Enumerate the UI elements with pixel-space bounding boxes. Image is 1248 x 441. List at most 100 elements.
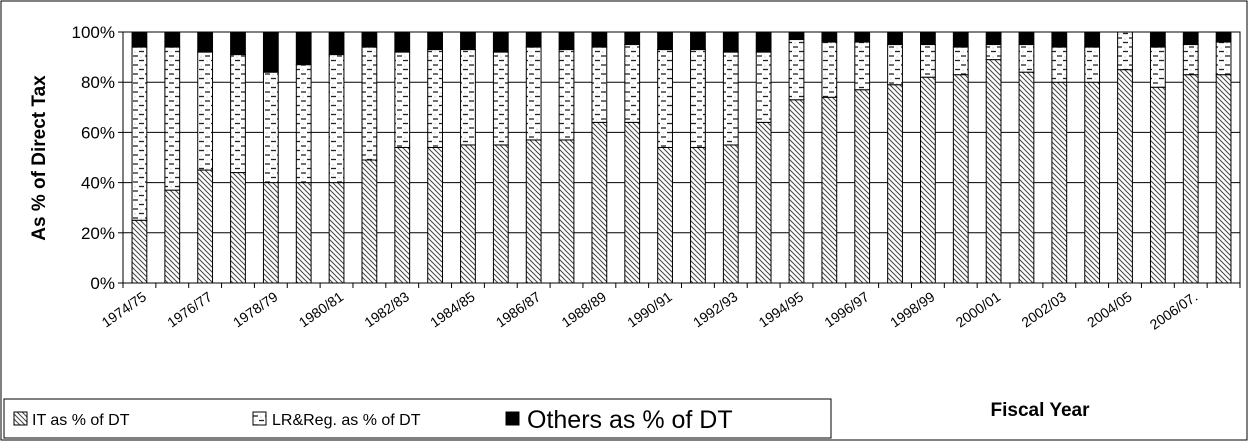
- bar-segment-it: [624, 121, 641, 284]
- bar-segment-others: [427, 31, 443, 51]
- bar-segment-it: [591, 121, 608, 284]
- bar-segment-it: [690, 146, 706, 284]
- y-tick-label: 0%: [90, 274, 115, 293]
- bar-segment-it: [558, 139, 575, 284]
- legend: IT as % of DT LR&Reg. as % of DT Others …: [3, 398, 832, 439]
- y-axis-ticks: 0% 20% 40% 60% 80% 100%: [72, 23, 123, 293]
- bar-segment-lr-reg: [1182, 44, 1199, 76]
- bar-segment-lr-reg: [1051, 46, 1068, 83]
- bar-segment-it: [1117, 69, 1133, 284]
- bar-segment-lr-reg: [427, 49, 443, 148]
- bar-segment-it: [230, 172, 246, 284]
- bar-segment-it: [788, 99, 805, 284]
- bar-segment-lr-reg: [361, 46, 378, 161]
- bar-segment-others: [722, 31, 739, 53]
- bar-segment-others: [690, 31, 706, 51]
- bar-segment-it: [394, 146, 411, 284]
- bar-segment-others: [952, 31, 969, 48]
- y-axis-title: As % of Direct Tax: [29, 75, 50, 241]
- bar-segment-it: [525, 139, 542, 284]
- bar-segment-others: [328, 31, 345, 56]
- bar-segment-others: [197, 31, 214, 53]
- bar-segment-it: [722, 144, 739, 284]
- bar-segment-it: [887, 84, 903, 284]
- bar-segment-it: [755, 121, 772, 284]
- bar-segment-others: [788, 31, 805, 41]
- bar-segment-lr-reg: [755, 51, 772, 123]
- x-axis-title: Fiscal Year: [991, 400, 1091, 421]
- bar-segment-others: [1182, 31, 1199, 46]
- bar-segment-lr-reg: [394, 51, 411, 148]
- bar-segment-it: [427, 146, 443, 284]
- bar-segment-lr-reg: [657, 49, 673, 148]
- bar-segment-lr-reg: [690, 49, 706, 148]
- bar-segment-lr-reg: [525, 46, 542, 141]
- bar-segment-it: [985, 59, 1002, 284]
- bar-segment-others: [1018, 31, 1035, 46]
- bar-segment-others: [230, 31, 246, 56]
- bar-segment-lr-reg: [1018, 44, 1035, 73]
- legend-label-it: IT as % of DT: [32, 412, 130, 429]
- bar-segment-others: [164, 31, 181, 48]
- bar-segment-lr-reg: [1149, 46, 1166, 88]
- bar-segment-others: [1051, 31, 1068, 48]
- bar-segment-lr-reg: [262, 71, 279, 184]
- bar-segment-others: [1084, 31, 1101, 48]
- bar-segment-it: [295, 182, 312, 284]
- bar-segment-it: [854, 89, 871, 284]
- plot-area: [122, 31, 1241, 284]
- bar-segment-it: [1051, 81, 1068, 284]
- bar-segment-it: [197, 169, 214, 284]
- bar-segment-it: [164, 189, 181, 284]
- bar-segment-lr-reg: [558, 49, 575, 141]
- bar-segment-others: [361, 31, 378, 48]
- bar-segment-lr-reg: [624, 44, 641, 123]
- bar-segment-it: [262, 182, 279, 284]
- bar-segment-lr-reg: [985, 44, 1002, 61]
- bar-segment-it: [131, 219, 148, 284]
- y-tick-label: 100%: [72, 23, 115, 42]
- bar-segment-others: [1215, 31, 1232, 43]
- bar-segment-lr-reg: [788, 39, 805, 101]
- bar-segment-others: [558, 31, 575, 51]
- bar-segment-others: [460, 31, 476, 51]
- bar-segment-it: [1149, 86, 1166, 284]
- bar-segment-lr-reg: [887, 44, 903, 86]
- bar-segment-lr-reg: [328, 54, 345, 184]
- legend-box: [3, 398, 832, 439]
- bar-segment-lr-reg: [295, 64, 312, 184]
- bar-segment-lr-reg: [854, 41, 871, 91]
- bar-segment-lr-reg: [920, 44, 936, 78]
- bar-segment-others: [985, 31, 1002, 46]
- bar-segment-lr-reg: [460, 49, 476, 146]
- bar-segment-lr-reg: [492, 51, 509, 146]
- y-tick-label: 40%: [81, 174, 115, 193]
- bar-segment-it: [952, 74, 969, 284]
- bar-segment-others: [295, 31, 312, 66]
- bar-segment-others: [755, 31, 772, 53]
- bar-segment-lr-reg: [821, 41, 838, 98]
- bar-segment-others: [131, 31, 148, 48]
- bars: [131, 31, 1232, 284]
- legend-swatch-it: [13, 411, 28, 426]
- legend-label-others: Others as % of DT: [527, 406, 733, 434]
- bar-segment-others: [591, 31, 608, 48]
- y-tick-label: 80%: [81, 73, 115, 92]
- bar-segment-others: [1149, 31, 1166, 48]
- bar-segment-lr-reg: [230, 54, 246, 174]
- bar-segment-others: [920, 31, 936, 46]
- bar-segment-lr-reg: [131, 46, 148, 221]
- bar-segment-it: [1215, 74, 1232, 284]
- bar-segment-others: [262, 31, 279, 73]
- bar-segment-others: [394, 31, 411, 53]
- bar-segment-it: [328, 182, 345, 284]
- bar-segment-others: [525, 31, 542, 48]
- bar-segment-it: [1018, 71, 1035, 284]
- bar-segment-others: [492, 31, 509, 53]
- bar-segment-others: [821, 31, 838, 43]
- bar-segment-lr-reg: [164, 46, 181, 191]
- bar-segment-others: [657, 31, 673, 51]
- bar-segment-others: [887, 31, 903, 46]
- bar-segment-it: [821, 96, 838, 284]
